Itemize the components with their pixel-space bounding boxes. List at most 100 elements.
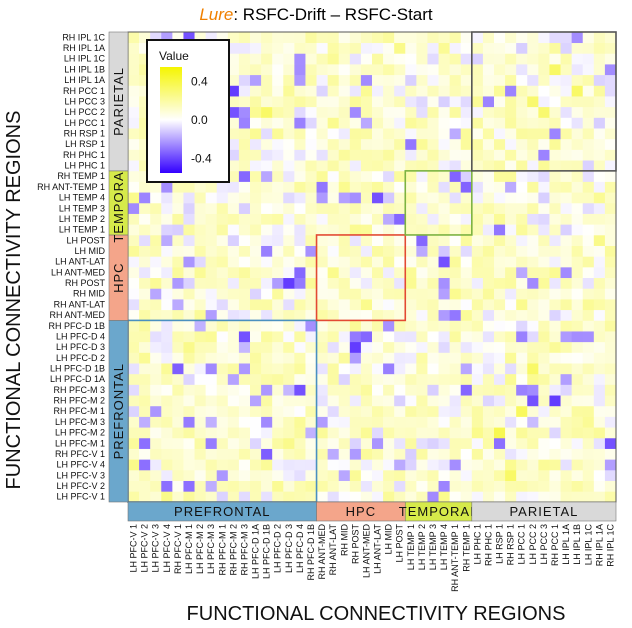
- heatmap-cell: [460, 267, 473, 279]
- heatmap-cell: [571, 213, 584, 225]
- heatmap-cell: [471, 331, 484, 343]
- heatmap-cell: [250, 117, 262, 129]
- heatmap-cell: [261, 459, 273, 471]
- heatmap-cell: [272, 427, 284, 439]
- heatmap-cell: [372, 213, 384, 225]
- heatmap-cell: [338, 277, 351, 289]
- heatmap-cell: [538, 96, 550, 108]
- band-vertical-parietal: [108, 31, 129, 172]
- heatmap-cell: [405, 277, 417, 289]
- heatmap-cell: [482, 234, 495, 246]
- heatmap-cell: [427, 288, 439, 300]
- heatmap-cell: [471, 256, 484, 268]
- heatmap-cell: [416, 459, 428, 471]
- heatmap-cell: [416, 149, 428, 161]
- heatmap-cell: [394, 277, 406, 289]
- heatmap-cell: [582, 331, 595, 343]
- heatmap-cell: [505, 331, 517, 343]
- heatmap-cell: [427, 256, 439, 268]
- heatmap-cell: [316, 341, 328, 353]
- heatmap-cell: [250, 331, 262, 343]
- heatmap-cell: [250, 363, 262, 375]
- heatmap-cell: [438, 202, 450, 214]
- heatmap-cell: [283, 85, 295, 97]
- heatmap-cell: [338, 181, 351, 193]
- heatmap-cell: [394, 74, 406, 86]
- heatmap-cell: [505, 160, 517, 172]
- heatmap-cell: [482, 427, 495, 439]
- heatmap-cell: [150, 352, 162, 364]
- heatmap-cell: [460, 352, 473, 364]
- heatmap-cell: [538, 331, 550, 343]
- heatmap-cell: [316, 149, 328, 161]
- heatmap-cell: [593, 469, 606, 481]
- heatmap-cell: [194, 363, 206, 375]
- heatmap-cell: [549, 106, 561, 118]
- heatmap-cell: [238, 427, 251, 439]
- heatmap-cell: [405, 352, 417, 364]
- heatmap-cell: [394, 352, 406, 364]
- heatmap-cell: [305, 64, 317, 76]
- heatmap-cell: [494, 331, 506, 343]
- heatmap-cell: [283, 192, 295, 204]
- heatmap-cell: [427, 363, 439, 375]
- heatmap-cell: [471, 437, 484, 449]
- heatmap-cell: [360, 299, 373, 311]
- heatmap-cell: [527, 32, 539, 44]
- heatmap-cell: [238, 469, 251, 481]
- y-tick-label: LH TEMP 3: [59, 203, 105, 213]
- heatmap-cell: [449, 416, 462, 428]
- heatmap-cell: [482, 138, 495, 150]
- heatmap-cell: [128, 427, 140, 439]
- heatmap-cell: [183, 299, 195, 311]
- heatmap-cell: [227, 106, 240, 118]
- heatmap-cell: [593, 96, 606, 108]
- heatmap-cell: [527, 480, 539, 492]
- heatmap-cell: [139, 192, 151, 204]
- heatmap-cell: [238, 74, 251, 86]
- heatmap-cell: [349, 117, 362, 129]
- heatmap-cell: [338, 299, 351, 311]
- heatmap-cell: [161, 491, 173, 503]
- heatmap-cell: [549, 202, 561, 214]
- heatmap-cell: [183, 192, 195, 204]
- heatmap-cell: [283, 224, 295, 236]
- heatmap-cell: [438, 469, 450, 481]
- heatmap-cell: [394, 64, 406, 76]
- heatmap-cell: [349, 416, 362, 428]
- heatmap-cell: [139, 224, 151, 236]
- heatmap-cell: [238, 202, 251, 214]
- heatmap-cell: [427, 405, 439, 417]
- heatmap-cell: [272, 234, 284, 246]
- heatmap-cell: [460, 437, 473, 449]
- heatmap-cell: [250, 224, 262, 236]
- heatmap-cell: [383, 341, 395, 353]
- heatmap-cell: [261, 469, 273, 481]
- y-tick-label: RH IPL 1C: [62, 32, 105, 42]
- heatmap-cell: [593, 395, 606, 407]
- heatmap-cell: [283, 149, 295, 161]
- heatmap-cell: [194, 256, 206, 268]
- heatmap-cell: [250, 149, 262, 161]
- heatmap-cell: [449, 256, 462, 268]
- heatmap-cell: [571, 459, 584, 471]
- heatmap-cell: [471, 245, 484, 257]
- y-tick-label: LH PFC-V 2: [56, 481, 105, 491]
- heatmap-cell: [538, 469, 550, 481]
- heatmap-cell: [460, 320, 473, 332]
- heatmap-cell: [405, 42, 417, 54]
- heatmap-cell: [316, 352, 328, 364]
- heatmap-cell: [460, 96, 473, 108]
- heatmap-cell: [449, 373, 462, 385]
- heatmap-cell: [394, 170, 406, 182]
- heatmap-cell: [460, 32, 473, 44]
- heatmap-cell: [227, 469, 240, 481]
- heatmap-cell: [516, 202, 528, 214]
- heatmap-cell: [128, 64, 140, 76]
- heatmap-cell: [349, 160, 362, 172]
- heatmap-cell: [227, 117, 240, 129]
- heatmap-cell: [549, 213, 561, 225]
- heatmap-cell: [383, 106, 395, 118]
- heatmap-cell: [360, 459, 373, 471]
- heatmap-cell: [482, 491, 495, 503]
